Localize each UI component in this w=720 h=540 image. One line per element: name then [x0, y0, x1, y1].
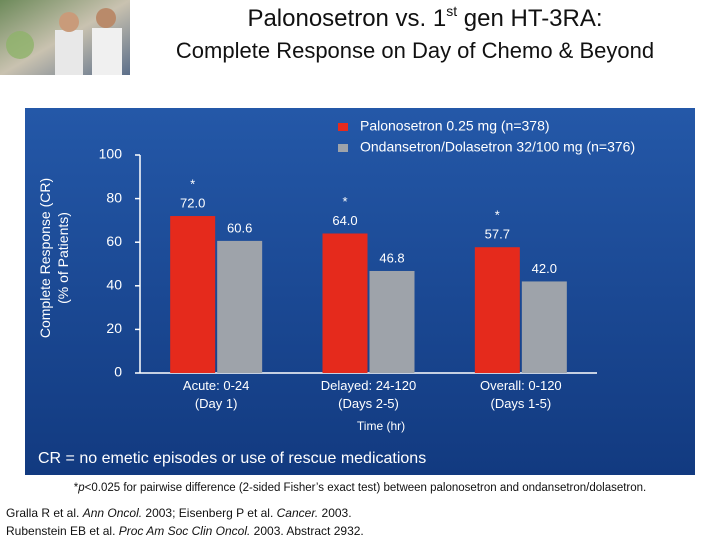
- text-part: *: [74, 482, 79, 494]
- value-label: 42.0: [532, 261, 557, 276]
- reference: Gralla R et al. Ann Oncol. 2003; Eisenbe…: [6, 506, 352, 520]
- y-tick-label: 60: [106, 233, 122, 249]
- significance: *: [495, 208, 500, 223]
- text-part: 2003. Abstract 2932.: [250, 524, 363, 538]
- x-tick-label-line: (Days 1-5): [490, 396, 551, 411]
- y-tick-label: 40: [106, 277, 122, 293]
- value-label: 72.0: [180, 195, 205, 210]
- legend-swatch: [338, 123, 348, 131]
- x-tick-label: Delayed: 24-120 (Days 2-5): [321, 378, 416, 411]
- bar: [322, 233, 368, 373]
- y-tick-label: 80: [106, 189, 122, 205]
- legend-swatch: [338, 144, 348, 152]
- title-part: Palonosetron vs. 1: [247, 5, 446, 32]
- title: Palonosetron vs. 1st gen HT-3RA:: [247, 3, 602, 33]
- y-axis-title-line: (% of Patients): [55, 212, 71, 304]
- text-part: Cancer.: [277, 506, 319, 520]
- text-part: 2003; Eisenberg P et al.: [142, 506, 277, 520]
- x-tick-label-line: Acute: 0-24: [183, 378, 250, 393]
- text-part: Rubenstein EB et al.: [6, 524, 119, 538]
- x-tick-label-line: (Days 2-5): [338, 396, 399, 411]
- x-tick-label-line: Delayed: 24-120: [321, 378, 416, 393]
- title-part: gen HT-3RA:: [457, 5, 602, 32]
- x-tick-label-line: Overall: 0-120: [480, 378, 562, 393]
- chart: 0 20 40 60 80 100 Complete Response (CR) (% of …: [37, 118, 635, 468]
- legend-label: Palonosetron 0.25 mg (n=378): [360, 118, 550, 134]
- value-label: 60.6: [227, 220, 252, 235]
- value-label: 46.8: [379, 250, 404, 265]
- subtitle: Complete Response on Day of Chemo & Beyo…: [176, 38, 654, 63]
- x-tick-label: Overall: 0-120 (Days 1-5): [480, 378, 562, 411]
- legend-label: Ondansetron/Dolasetron 32/100 mg (n=376): [360, 139, 635, 155]
- y-axis-title: Complete Response (CR) (% of Patients): [37, 178, 71, 338]
- text-part: p: [77, 482, 85, 494]
- significance: *: [342, 194, 347, 209]
- chart-note: CR = no emetic episodes or use of rescue…: [38, 450, 426, 467]
- significance: *: [190, 176, 195, 191]
- x-tick-label-line: (Day 1): [195, 396, 238, 411]
- reference: Rubenstein EB et al. Proc Am Soc Clin On…: [6, 524, 364, 538]
- photo: [0, 0, 130, 75]
- footnote: *p<0.025 for pairwise difference (2-side…: [74, 482, 647, 494]
- text-part: <0.025 for pairwise difference (2-sided …: [85, 482, 647, 494]
- bar: [217, 240, 263, 373]
- y-tick-label: 0: [114, 364, 122, 380]
- text-part: Proc Am Soc Clin Oncol.: [119, 524, 251, 538]
- x-axis-title: Time (hr): [357, 419, 405, 433]
- bar: [521, 281, 567, 373]
- text-part: Gralla R et al.: [6, 506, 83, 520]
- value-label: 64.0: [332, 213, 357, 228]
- text-part: Ann Oncol.: [82, 506, 142, 520]
- text-part: 2003.: [318, 506, 351, 520]
- title-part: st: [446, 3, 457, 19]
- y-tick-label: 20: [106, 320, 122, 336]
- x-tick-label: Acute: 0-24 (Day 1): [183, 378, 250, 411]
- value-label: 57.7: [485, 227, 510, 242]
- y-axis-title-line: Complete Response (CR): [37, 178, 53, 338]
- y-tick-label: 100: [99, 146, 123, 162]
- bar: [170, 216, 216, 373]
- bar: [474, 247, 520, 373]
- bar: [369, 270, 415, 373]
